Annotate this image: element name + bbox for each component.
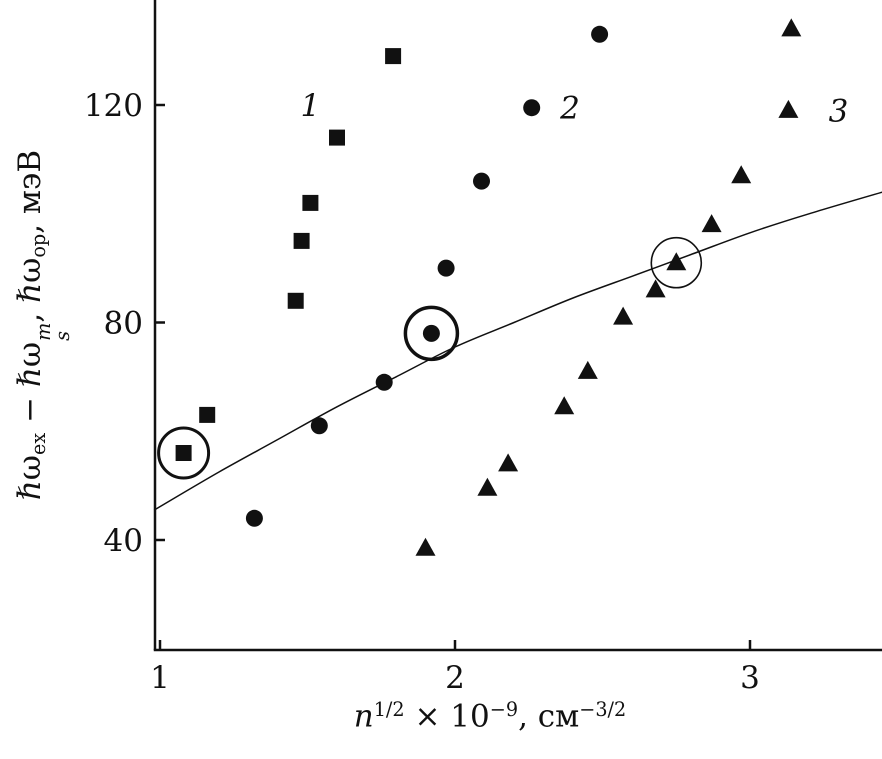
y-tick-label: 80 bbox=[104, 306, 143, 342]
x-axis-title: n1/2 × 10−9, см−3/2 bbox=[353, 698, 627, 735]
data-point-circle bbox=[591, 25, 609, 43]
x-tick-label: 3 bbox=[740, 660, 760, 696]
data-point-triangle bbox=[477, 477, 498, 496]
data-point-triangle bbox=[731, 165, 752, 184]
data-point-circle bbox=[437, 259, 455, 277]
data-point-circle bbox=[310, 417, 328, 435]
y-tick-label: 120 bbox=[84, 88, 143, 124]
data-point-triangle bbox=[645, 279, 666, 298]
data-point-triangle bbox=[554, 396, 575, 415]
data-point-circle bbox=[523, 99, 541, 117]
data-point-triangle bbox=[415, 537, 436, 556]
data-point-square bbox=[199, 406, 216, 423]
data-point-square bbox=[175, 445, 192, 461]
data-point-square bbox=[302, 194, 319, 211]
data-point-circle bbox=[473, 172, 490, 190]
fit-curve bbox=[153, 191, 882, 511]
data-point-circle bbox=[422, 324, 440, 342]
series-label-2: 2 bbox=[559, 91, 580, 127]
highlight-circle bbox=[403, 305, 460, 362]
data-point-triangle bbox=[701, 214, 722, 233]
data-point-triangle bbox=[577, 360, 598, 379]
data-point-triangle bbox=[666, 252, 687, 271]
data-point-circle bbox=[245, 509, 263, 527]
y-axis-title: ℏωex − ℏω m s, ℏωop, мэВ bbox=[12, 149, 74, 501]
y-tick-label: 40 bbox=[104, 523, 143, 559]
highlight-circle bbox=[157, 426, 211, 480]
x-tick-label: 1 bbox=[150, 660, 170, 696]
series-label-3: 3 bbox=[829, 93, 849, 129]
data-point-triangle bbox=[613, 306, 634, 325]
data-point-triangle bbox=[778, 99, 799, 118]
data-point-triangle bbox=[781, 18, 802, 37]
data-point-square bbox=[293, 232, 310, 249]
data-point-square bbox=[287, 292, 304, 309]
data-point-triangle bbox=[498, 453, 519, 472]
highlight-circle bbox=[650, 236, 703, 289]
data-point-square bbox=[385, 48, 402, 65]
series-label-1: 1 bbox=[301, 88, 321, 124]
data-point-square bbox=[329, 129, 345, 146]
x-tick-label: 2 bbox=[445, 660, 465, 696]
data-point-circle bbox=[375, 373, 393, 391]
